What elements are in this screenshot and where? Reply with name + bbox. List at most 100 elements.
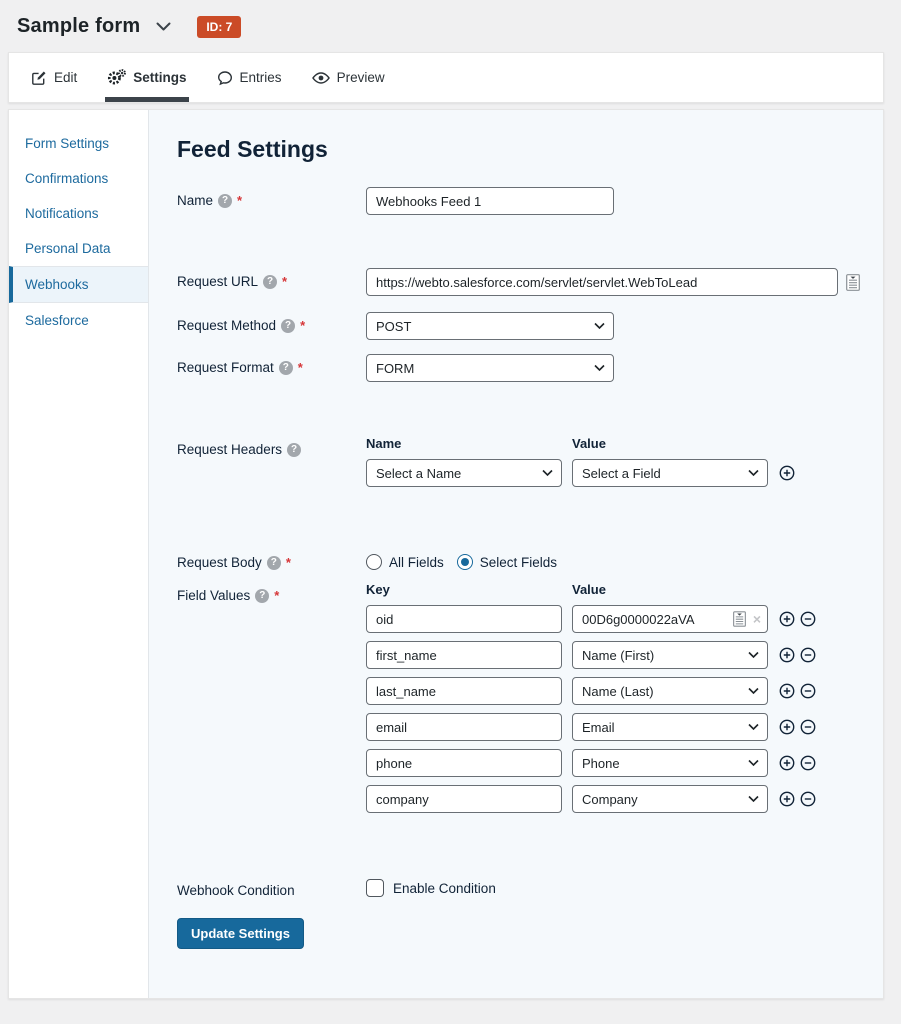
speech-bubble-icon [217, 70, 233, 86]
header-value-select[interactable]: Select a Field [572, 459, 768, 487]
help-icon[interactable]: ? [255, 588, 270, 603]
remove-row-icon[interactable] [800, 755, 816, 771]
sidebar-item-notifications[interactable]: Notifications [25, 206, 99, 221]
radio-select-fields[interactable]: Select Fields [456, 554, 557, 570]
add-row-icon[interactable] [779, 719, 795, 735]
tab-label: Settings [133, 70, 187, 85]
field-key-input[interactable] [366, 713, 562, 741]
update-settings-button[interactable]: Update Settings [177, 918, 304, 949]
request-headers-label: Request Headers ? [177, 436, 366, 457]
request-url-control [366, 268, 861, 296]
page-title: Feed Settings [177, 136, 328, 162]
help-icon[interactable]: ? [266, 555, 281, 570]
tab-label: Preview [336, 70, 385, 85]
request-method-select[interactable]: POST [366, 312, 614, 340]
headers-value-column-header: Value [572, 436, 606, 451]
settings-card: Form Settings Confirmations Notification… [8, 109, 884, 999]
field-values-row: Field Values ? * Key Value [177, 582, 867, 813]
add-row-icon[interactable] [779, 683, 795, 699]
request-method-label: Request Method ? * [177, 318, 306, 333]
sidebar-item-personal-data[interactable]: Personal Data [25, 241, 111, 256]
request-body-row: Request Body ? * All Fields Select Field… [177, 549, 867, 570]
sidebar-item-form-settings[interactable]: Form Settings [25, 136, 110, 151]
add-header-icon[interactable] [779, 465, 795, 481]
field-key-input[interactable] [366, 785, 562, 813]
request-url-row: Request URL ? * [177, 268, 867, 296]
tab-edit[interactable]: Edit [29, 53, 79, 102]
edit-icon [31, 70, 47, 86]
remove-row-icon[interactable] [800, 683, 816, 699]
radio-unchecked-icon [366, 554, 382, 570]
sidebar-item-confirmations[interactable]: Confirmations [25, 171, 109, 186]
tab-preview[interactable]: Preview [310, 53, 387, 102]
request-url-input[interactable] [366, 268, 838, 296]
form-title: Sample form [17, 15, 141, 37]
field-value-text-control: × [572, 605, 768, 633]
add-row-icon[interactable] [779, 755, 795, 771]
sidebar-item-webhooks[interactable]: Webhooks [9, 266, 148, 303]
feed-name-input[interactable] [366, 187, 614, 215]
form-toolbar: Edit Settings Entries Preview [8, 52, 884, 103]
request-method-row: Request Method ? * POST [177, 312, 867, 340]
field-key-input[interactable] [366, 677, 562, 705]
request-body-radios: All Fields Select Fields [366, 549, 557, 570]
field-value-select[interactable]: Name (Last) [572, 677, 768, 705]
remove-row-icon[interactable] [800, 611, 816, 627]
feed-settings-panel: Feed Settings Name ? * Request URL ? * [149, 110, 883, 998]
field-value-select[interactable]: Name (First) [572, 641, 768, 669]
request-format-select[interactable]: FORM [366, 354, 614, 382]
form-switcher-chevron-icon[interactable] [156, 22, 171, 31]
required-asterisk: * [297, 360, 303, 375]
add-row-icon[interactable] [779, 611, 795, 627]
field-key-input[interactable] [366, 605, 562, 633]
clear-value-icon[interactable]: × [752, 611, 761, 627]
required-asterisk: * [274, 588, 280, 603]
request-url-label: Request URL ? * [177, 274, 288, 289]
name-row: Name ? * [177, 187, 867, 215]
field-values-grid: Key Value × [366, 582, 816, 813]
merge-tag-icon[interactable] [845, 273, 861, 292]
eye-icon [311, 71, 330, 84]
required-asterisk: * [237, 193, 243, 208]
sidebar-item-salesforce[interactable]: Salesforce [25, 313, 89, 328]
field-value-select[interactable]: Company [572, 785, 768, 813]
help-icon[interactable]: ? [281, 318, 296, 333]
required-asterisk: * [300, 318, 306, 333]
webhook-condition-label: Webhook Condition [177, 883, 295, 898]
help-icon[interactable]: ? [218, 193, 233, 208]
gears-icon [107, 69, 127, 86]
header-name-select[interactable]: Select a Name [366, 459, 562, 487]
radio-all-fields[interactable]: All Fields [366, 554, 444, 570]
field-value-select[interactable]: Email [572, 713, 768, 741]
request-headers-row: Request Headers ? Name Value Select a Na… [177, 436, 867, 487]
page-header: Sample form ID: 7 [0, 0, 901, 52]
field-values-key-header: Key [366, 582, 390, 597]
help-icon[interactable]: ? [278, 360, 293, 375]
enable-condition-checkbox[interactable]: Enable Condition [366, 877, 496, 897]
request-format-label: Request Format ? * [177, 360, 303, 375]
form-id-badge: ID: 7 [197, 15, 242, 38]
field-values-label: Field Values ? * [177, 588, 280, 603]
field-value-select[interactable]: Phone [572, 749, 768, 777]
add-row-icon[interactable] [779, 791, 795, 807]
webhook-condition-row: Webhook Condition Enable Condition [177, 877, 867, 898]
field-key-input[interactable] [366, 749, 562, 777]
remove-row-icon[interactable] [800, 719, 816, 735]
tab-label: Edit [54, 70, 78, 85]
add-row-icon[interactable] [779, 647, 795, 663]
tab-settings[interactable]: Settings [105, 53, 189, 102]
help-icon[interactable]: ? [287, 442, 302, 457]
merge-tag-icon[interactable] [732, 610, 747, 628]
remove-row-icon[interactable] [800, 791, 816, 807]
field-values-value-header: Value [572, 582, 606, 597]
remove-row-icon[interactable] [800, 647, 816, 663]
settings-sidebar: Form Settings Confirmations Notification… [9, 110, 149, 998]
headers-name-column-header: Name [366, 436, 402, 451]
help-icon[interactable]: ? [263, 274, 278, 289]
request-body-label: Request Body ? * [177, 555, 291, 570]
required-asterisk: * [282, 274, 288, 289]
field-key-input[interactable] [366, 641, 562, 669]
request-headers-grid: Name Value Select a Name Select a Field [366, 436, 795, 487]
tab-entries[interactable]: Entries [215, 53, 284, 102]
